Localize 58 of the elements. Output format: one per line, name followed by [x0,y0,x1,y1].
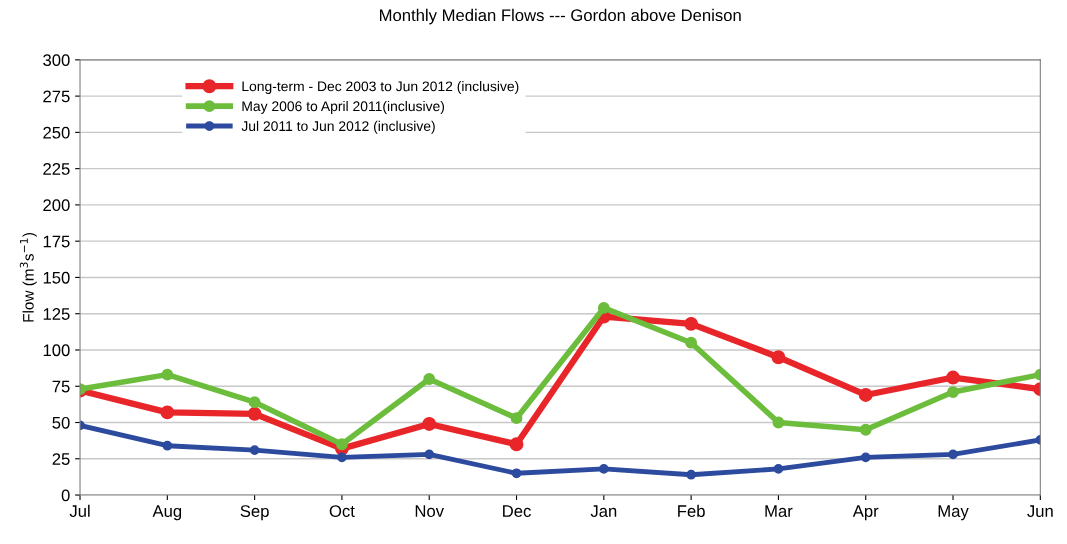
point [771,350,786,365]
point [161,368,174,381]
point [859,423,872,436]
point [423,373,436,385]
point [946,370,960,385]
point [337,452,347,463]
x-tick-label: Nov [415,505,444,517]
point [858,387,873,402]
legend-label: Long-term - Dec 2003 to Jun 2012 (inclusive) [242,81,519,94]
x-tick-label: Jan [590,505,617,517]
point [510,412,523,425]
legend-label: Jul 2011 to Jun 2012 (inclusive) [241,120,435,134]
y-axis-title: Flow (m$^{3}$s$^{−1}$) [19,233,37,322]
point [247,406,262,421]
y-tick-label: 225 [43,163,70,175]
x-tick-label: Sep [240,505,269,521]
x-tick-label: Jun [1027,505,1053,517]
x-tick-label: Feb [678,504,705,517]
x-tick-label: Jul [69,504,90,517]
y-tick-label: 0 [61,489,70,502]
point [772,416,785,429]
point [511,468,522,479]
point [686,469,696,480]
y-tick-label: 75 [52,380,70,393]
point [684,316,699,331]
y-tick-label: 150 [43,271,70,284]
point [249,445,260,455]
chart-title: Monthly Median Flows --- Gordon above Denison [379,8,741,25]
point [248,396,261,409]
y-tick-label: 25 [52,453,70,465]
point [598,464,609,474]
y-tick-label: 175 [43,235,70,248]
y-tick-label: 50 [52,416,70,429]
point [509,437,524,452]
point [422,417,437,431]
legend-label: May 2006 to April 2011(inclusive) [242,100,445,114]
y-tick-label: 200 [43,199,70,212]
point [160,405,175,420]
point [947,386,959,398]
x-tick-label: Mar [765,505,793,517]
x-tick-label: Aug [152,505,182,521]
x-tick-label: May [938,505,969,521]
point [336,438,348,451]
x-tick-label: Oct [329,505,355,517]
point [162,440,173,451]
point [773,464,784,474]
point [597,302,610,314]
y-tick-label: 250 [43,126,70,139]
y-tick-label: 275 [43,90,70,103]
y-tick-label: 300 [43,54,70,67]
x-tick-label: Dec [503,505,531,517]
x-tick-label: Apr [852,505,879,521]
y-tick-label: 125 [43,308,70,320]
y-tick-label: 100 [43,344,70,357]
point [860,452,871,463]
point [685,336,698,349]
point [424,449,435,460]
point [948,449,958,460]
